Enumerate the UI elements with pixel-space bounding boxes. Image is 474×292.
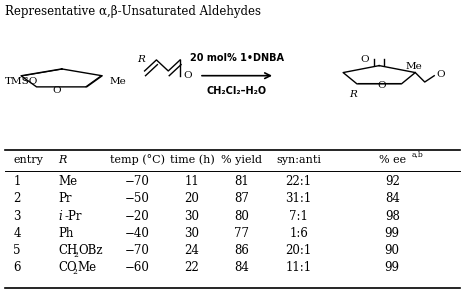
- Text: entry: entry: [13, 155, 43, 165]
- Text: CH₂Cl₂–H₂O: CH₂Cl₂–H₂O: [207, 86, 267, 96]
- Text: 98: 98: [385, 210, 400, 223]
- Text: −60: −60: [125, 261, 150, 274]
- Text: 86: 86: [234, 244, 249, 257]
- Text: 7:1: 7:1: [289, 210, 308, 223]
- Text: TMSO: TMSO: [5, 77, 38, 86]
- Text: 20 mol% 1•DNBA: 20 mol% 1•DNBA: [190, 53, 284, 63]
- Text: −70: −70: [125, 175, 150, 188]
- Text: 87: 87: [234, 192, 249, 205]
- Text: 2: 2: [73, 251, 78, 259]
- Text: a,b: a,b: [411, 150, 423, 158]
- Text: R: R: [58, 155, 67, 165]
- Text: 90: 90: [385, 244, 400, 257]
- Text: Me: Me: [405, 62, 422, 71]
- Text: 22: 22: [184, 261, 200, 274]
- Text: O: O: [377, 81, 386, 91]
- Text: O: O: [53, 86, 61, 95]
- Text: 5: 5: [13, 244, 21, 257]
- Text: OBz: OBz: [79, 244, 103, 257]
- Text: R: R: [349, 90, 357, 99]
- Text: 99: 99: [385, 227, 400, 240]
- Text: 4: 4: [13, 227, 21, 240]
- Text: 1: 1: [13, 175, 21, 188]
- Text: 11: 11: [184, 175, 200, 188]
- Text: temp (°C): temp (°C): [110, 154, 165, 165]
- Text: CO: CO: [58, 261, 77, 274]
- Text: −50: −50: [125, 192, 150, 205]
- Text: -Pr: -Pr: [64, 210, 82, 223]
- Text: 92: 92: [385, 175, 400, 188]
- Text: 20: 20: [184, 192, 200, 205]
- Text: O: O: [361, 55, 369, 65]
- Text: O: O: [183, 71, 192, 80]
- Text: 24: 24: [184, 244, 200, 257]
- Text: O: O: [437, 70, 445, 79]
- Text: 20:1: 20:1: [285, 244, 312, 257]
- Text: −20: −20: [125, 210, 150, 223]
- Text: 2: 2: [72, 268, 77, 276]
- Text: CH: CH: [58, 244, 78, 257]
- Text: Me: Me: [58, 175, 77, 188]
- Text: Me: Me: [78, 261, 97, 274]
- Text: −70: −70: [125, 244, 150, 257]
- Text: 30: 30: [184, 227, 200, 240]
- Text: 99: 99: [385, 261, 400, 274]
- Text: time (h): time (h): [170, 155, 214, 165]
- Text: 77: 77: [234, 227, 249, 240]
- Text: 31:1: 31:1: [285, 192, 312, 205]
- Text: 84: 84: [234, 261, 249, 274]
- Text: % ee: % ee: [379, 155, 406, 165]
- Text: i: i: [58, 210, 62, 223]
- Text: 80: 80: [234, 210, 249, 223]
- Text: 30: 30: [184, 210, 200, 223]
- Text: 84: 84: [385, 192, 400, 205]
- Text: 3: 3: [13, 210, 21, 223]
- Text: Pr: Pr: [58, 192, 72, 205]
- Text: % yield: % yield: [221, 155, 262, 165]
- Text: 6: 6: [13, 261, 21, 274]
- Text: 2: 2: [13, 192, 21, 205]
- Text: R: R: [137, 55, 146, 65]
- Text: Me: Me: [109, 77, 126, 86]
- Text: syn:anti: syn:anti: [276, 155, 321, 165]
- Text: Ph: Ph: [58, 227, 73, 240]
- Text: 81: 81: [234, 175, 249, 188]
- Text: Representative α,β-Unsaturated Aldehydes: Representative α,β-Unsaturated Aldehydes: [5, 5, 261, 18]
- Text: 1:6: 1:6: [289, 227, 308, 240]
- Text: −40: −40: [125, 227, 150, 240]
- Text: 22:1: 22:1: [285, 175, 312, 188]
- Text: 11:1: 11:1: [285, 261, 312, 274]
